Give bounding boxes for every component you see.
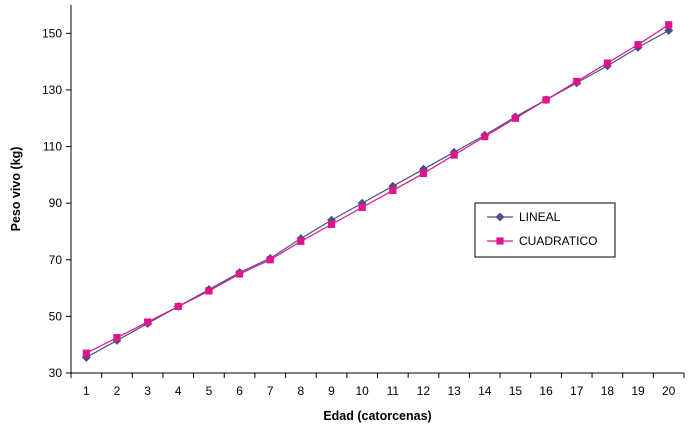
legend-marker — [495, 212, 505, 222]
data-point — [542, 96, 550, 104]
x-tick-label: 2 — [114, 384, 121, 398]
data-point — [82, 349, 90, 357]
x-tick-label: 13 — [447, 384, 461, 398]
legend: LINEAL CUADRATICO — [474, 202, 616, 258]
x-tick-label: 6 — [236, 384, 243, 398]
data-point — [389, 186, 397, 195]
legend-items: LINEAL CUADRATICO — [487, 210, 597, 248]
y-tick-label: 90 — [49, 196, 63, 210]
x-axis-title: Edad (catorcenas) — [323, 409, 431, 423]
y-tick-label: 70 — [49, 253, 63, 267]
x-tick-label: 8 — [298, 384, 305, 398]
legend-box — [474, 202, 616, 258]
x-tick-label: 12 — [417, 384, 431, 398]
data-point — [511, 114, 520, 122]
x-tick-label: 17 — [570, 384, 584, 398]
series-layer — [81, 21, 674, 362]
x-tick-label: 1 — [83, 384, 90, 398]
x-tick-label: 3 — [144, 384, 151, 398]
x-tick-label: 4 — [175, 384, 182, 398]
data-point — [358, 203, 366, 211]
data-point — [144, 318, 152, 326]
x-tick-label: 9 — [328, 384, 335, 398]
y-axis-title: Peso vivo (kg) — [9, 147, 23, 232]
data-point — [603, 59, 611, 67]
y-tick-label: 130 — [42, 83, 62, 97]
data-point — [205, 287, 213, 295]
x-tick-label: 11 — [387, 384, 400, 398]
data-point — [419, 169, 428, 178]
data-point — [665, 21, 673, 29]
data-point — [481, 133, 489, 141]
x-tick-label: 5 — [206, 384, 213, 398]
y-axis-ticks: 30 50 70 90 110 130 150 — [42, 26, 71, 380]
data-point — [266, 256, 274, 264]
data-point — [634, 41, 642, 49]
legend-item-lineal: LINEAL — [487, 210, 561, 224]
y-tick-label: 110 — [43, 140, 62, 154]
y-tick-label: 150 — [42, 26, 62, 40]
x-tick-label: 20 — [662, 384, 676, 398]
legend-label: LINEAL — [519, 210, 561, 224]
data-point — [297, 237, 305, 245]
data-point — [573, 77, 581, 86]
x-tick-label: 14 — [478, 384, 492, 398]
legend-marker — [496, 237, 504, 245]
x-tick-label: 19 — [631, 384, 645, 398]
x-tick-label: 16 — [539, 384, 553, 398]
data-point — [235, 270, 244, 278]
x-tick-label: 7 — [267, 384, 274, 398]
data-point — [113, 334, 121, 342]
y-tick-label: 30 — [49, 366, 63, 380]
y-tick-label: 50 — [49, 309, 63, 323]
x-tick-label: 18 — [601, 384, 615, 398]
series-line — [86, 24, 670, 354]
legend-item-cuadratico: CUADRATICO — [487, 234, 597, 248]
data-point — [664, 25, 674, 36]
data-point — [327, 220, 336, 228]
x-axis-ticks: 1 2 3 4 5 6 7 8 9 10 11 12 13 14 15 16 17 18 19 20 — [70, 373, 685, 398]
data-point — [174, 302, 182, 311]
x-tick-label: 15 — [509, 384, 523, 398]
data-point — [450, 151, 458, 159]
series-cuadratico — [82, 21, 673, 357]
x-tick-label: 10 — [355, 384, 369, 398]
legend-label: CUADRATICO — [519, 234, 597, 248]
